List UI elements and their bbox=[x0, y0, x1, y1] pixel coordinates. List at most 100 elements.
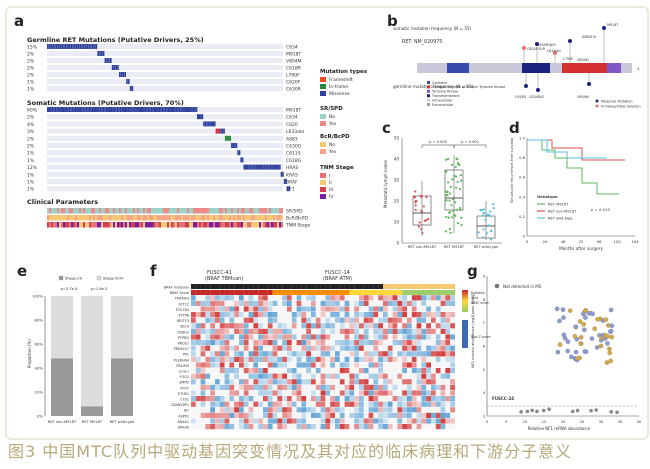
somatic-mutation-cell bbox=[178, 107, 181, 112]
heatmap-cell bbox=[205, 300, 211, 306]
stack-ytick: 40% bbox=[35, 366, 44, 371]
heatmap-cell bbox=[239, 424, 244, 430]
heatmap-cell bbox=[383, 317, 388, 323]
boxplot-point bbox=[413, 196, 417, 199]
heatmap-cell bbox=[335, 424, 340, 430]
heatmap-cell bbox=[224, 418, 230, 424]
heatmap-cell bbox=[287, 418, 292, 424]
scatter-xtick: 15 bbox=[542, 420, 547, 424]
heatmap-cell bbox=[402, 340, 407, 346]
heatmap-cell bbox=[392, 362, 398, 368]
heatmap-cell bbox=[450, 356, 455, 362]
heatmap-cell bbox=[344, 340, 350, 346]
germline-gene: L790F bbox=[286, 73, 300, 79]
heatmap-cell bbox=[339, 351, 345, 357]
heatmap-cell bbox=[392, 300, 398, 306]
heatmap-cell bbox=[344, 401, 350, 407]
scatter-xtick: 25 bbox=[580, 420, 585, 424]
heatmap-cell bbox=[431, 334, 436, 340]
germline-mutation-cell bbox=[104, 58, 107, 63]
heatmap-cell bbox=[229, 368, 235, 374]
heatmap-cell bbox=[373, 300, 379, 306]
heatmap-cell bbox=[296, 368, 302, 374]
heatmap-cell bbox=[311, 328, 316, 334]
heatmap-cell bbox=[191, 295, 196, 301]
clinical-cell bbox=[113, 222, 115, 228]
heatmap-cell bbox=[248, 368, 254, 374]
heatmap-cell bbox=[311, 407, 316, 413]
heatmap-cell bbox=[354, 306, 359, 312]
mutation-legend-dot bbox=[595, 99, 599, 103]
heatmap-header-score bbox=[263, 290, 268, 295]
clinical-cell bbox=[75, 215, 77, 221]
heatmap-cell bbox=[445, 424, 451, 430]
heatmap-cell bbox=[320, 300, 326, 306]
somatic-mutation-cell bbox=[78, 107, 80, 112]
heatmap-cell bbox=[224, 351, 230, 357]
clinical-cell bbox=[149, 215, 151, 221]
germline-mutation-cell bbox=[56, 44, 58, 49]
heatmap-cell bbox=[450, 306, 455, 312]
heatmap-cell bbox=[224, 312, 230, 318]
boxplot-point bbox=[414, 204, 417, 207]
somatic-mutation-cell bbox=[251, 164, 253, 170]
clinical-cell bbox=[237, 222, 239, 228]
heatmap-cell bbox=[411, 340, 417, 346]
heatmap-cell bbox=[282, 373, 287, 379]
heatmap-cell bbox=[320, 328, 326, 334]
heatmap-cell bbox=[306, 373, 311, 379]
heatmap-cell bbox=[421, 368, 427, 374]
heatmap-cell bbox=[239, 300, 244, 306]
heatmap-cell bbox=[320, 306, 326, 312]
heatmap-cell bbox=[272, 412, 278, 418]
heatmap-cell bbox=[296, 424, 302, 430]
km-curve-m918t bbox=[527, 139, 619, 195]
km-curve-wildtype bbox=[527, 139, 607, 159]
lollipop-gene-label: RET: NM_020975 bbox=[402, 39, 442, 45]
heatmap-cell bbox=[258, 424, 263, 430]
clinical-cell bbox=[159, 222, 161, 228]
heatmap-cell bbox=[229, 396, 235, 402]
heatmap-cell bbox=[383, 300, 388, 306]
germline-row-bg bbox=[47, 79, 283, 84]
heatmap-gene-label: PROS1 bbox=[178, 342, 189, 346]
tnm-swatch bbox=[320, 180, 326, 185]
heatmap-header-mutation bbox=[224, 284, 230, 289]
clinical-cell bbox=[125, 208, 127, 214]
heatmap-cell bbox=[291, 328, 297, 334]
heatmap-cell bbox=[320, 396, 326, 402]
heatmap-cell bbox=[287, 295, 292, 301]
heatmap-cell bbox=[349, 328, 355, 334]
heatmap-cell bbox=[311, 351, 316, 357]
heatmap-cell bbox=[335, 295, 340, 301]
heatmap-cell bbox=[215, 317, 220, 323]
clinical-cell bbox=[175, 208, 177, 214]
clinical-cell bbox=[123, 222, 125, 228]
heatmap-cell bbox=[224, 412, 230, 418]
clinical-cell bbox=[227, 222, 229, 228]
heatmap-cell bbox=[219, 295, 225, 301]
germline-mutation-cell bbox=[57, 44, 60, 49]
heatmap-cell bbox=[421, 401, 427, 407]
heatmap-cell bbox=[219, 317, 225, 323]
stage-legend-swatch bbox=[58, 275, 64, 281]
somatic-mutation-cell bbox=[124, 107, 126, 112]
heatmap-header-score bbox=[234, 290, 239, 295]
clinical-cell bbox=[47, 222, 49, 228]
clinical-cell bbox=[155, 215, 157, 221]
heatmap-cell bbox=[435, 351, 441, 357]
heatmap-cell bbox=[392, 328, 398, 334]
heatmap-cell bbox=[325, 390, 331, 396]
clinical-cell bbox=[187, 208, 189, 214]
heatmap-cell bbox=[277, 379, 283, 385]
somatic-mutation-cell bbox=[175, 107, 178, 112]
heatmap-cell bbox=[426, 379, 431, 385]
fuscc14-label: FUSCC-14 bbox=[325, 270, 350, 276]
heatmap-cell bbox=[383, 384, 388, 390]
heatmap-cell bbox=[435, 379, 441, 385]
heatmap-cell bbox=[195, 351, 201, 357]
heatmap-cell bbox=[339, 362, 345, 368]
heatmap-cell bbox=[277, 317, 283, 323]
heatmap-cell bbox=[440, 323, 446, 329]
heatmap-cell bbox=[344, 368, 350, 374]
